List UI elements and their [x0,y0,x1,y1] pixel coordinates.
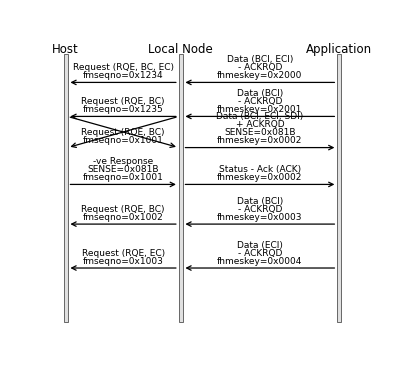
Bar [64,54,67,322]
Text: - ACKRQD: - ACKRQD [238,249,282,258]
Text: SENSE=0x081B: SENSE=0x081B [87,165,159,174]
Text: fhmeskey=0x0002: fhmeskey=0x0002 [217,136,303,145]
Bar [179,54,182,322]
Text: -ve Response: -ve Response [93,157,153,166]
Text: fmseqno=0x1001: fmseqno=0x1001 [83,136,164,145]
Text: fhmeskey=0x0003: fhmeskey=0x0003 [217,213,303,222]
Text: Request (RQE, BC, EC): Request (RQE, BC, EC) [73,63,174,72]
Text: fhmeskey=0x0002: fhmeskey=0x0002 [217,173,303,182]
Text: fmseqno=0x1002: fmseqno=0x1002 [83,213,164,222]
Text: Request (RQE, EC): Request (RQE, EC) [81,249,165,258]
Text: Host: Host [52,43,79,56]
Text: Data (BCI, ECI): Data (BCI, ECI) [227,55,293,64]
Text: fhmeskey=0x2001: fhmeskey=0x2001 [217,105,303,114]
Text: fmseqno=0x1001: fmseqno=0x1001 [83,173,164,182]
Text: fmseqno=0x1003: fmseqno=0x1003 [83,256,164,266]
Text: fhmeskey=0x0004: fhmeskey=0x0004 [217,256,303,266]
Text: Data (BCI, ECI, SDI): Data (BCI, ECI, SDI) [216,112,304,121]
Text: - ACKRQD: - ACKRQD [238,205,282,214]
Text: Local Node: Local Node [148,43,213,56]
Text: - ACKRQD: - ACKRQD [238,97,282,106]
Text: SENSE=0x081B: SENSE=0x081B [224,128,296,137]
Text: Data (BCI): Data (BCI) [237,197,283,206]
Text: Request (RQE, BC): Request (RQE, BC) [81,128,165,137]
Text: + ACKRQD: + ACKRQD [235,120,284,129]
Text: - ACKRQD: - ACKRQD [238,63,282,72]
Text: Data (ECI): Data (ECI) [237,241,283,250]
Text: Request (RQE, BC): Request (RQE, BC) [81,205,165,214]
Text: fmseqno=0x1234: fmseqno=0x1234 [83,71,164,80]
Text: Application: Application [306,43,372,56]
Text: fmseqno=0x1235: fmseqno=0x1235 [83,105,164,114]
Text: Data (BCI): Data (BCI) [237,89,283,98]
Text: fhmeskey=0x2000: fhmeskey=0x2000 [217,71,303,80]
Text: Request (RQE, BC): Request (RQE, BC) [81,97,165,106]
Text: Status - Ack (ACK): Status - Ack (ACK) [219,165,301,174]
Bar [337,54,341,322]
